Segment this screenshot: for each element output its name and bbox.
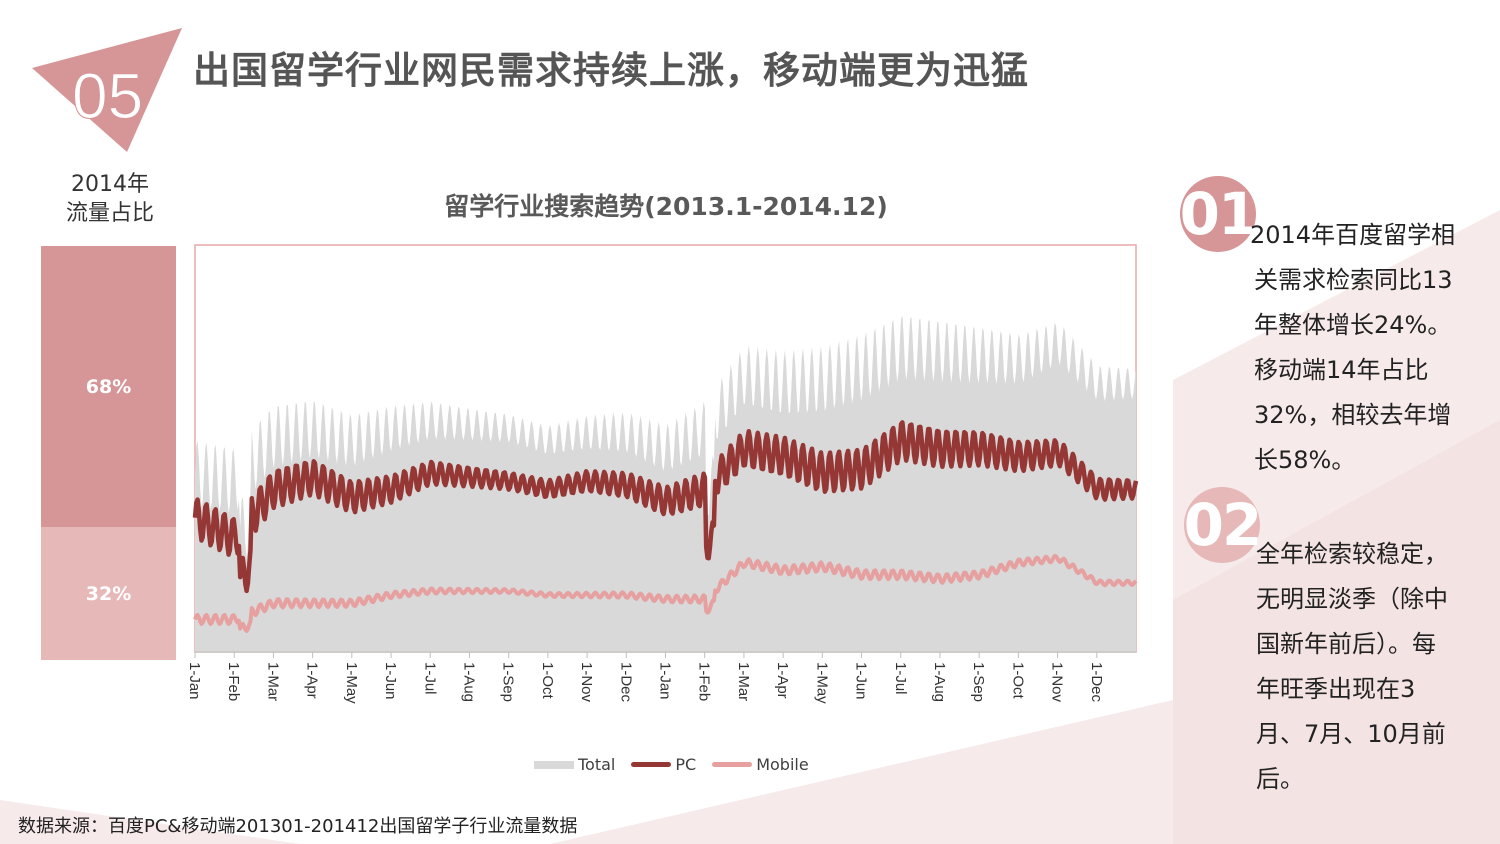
series-line-mobile — [193, 553, 1138, 633]
x-tick-label: 1-Mar — [735, 662, 752, 701]
note-2-number: 02 — [1184, 487, 1262, 563]
note-1-line: 关需求检索同比13 — [1254, 266, 1453, 294]
chart-legend: Total PC Mobile — [534, 755, 825, 774]
legend-swatch-total — [534, 760, 574, 769]
x-tick-label: 1-Apr — [774, 662, 791, 699]
page-title: 出国留学行业网民需求持续上涨，移动端更为迅猛 — [193, 49, 1029, 92]
x-tick-label: 1-Dec — [1088, 662, 1105, 703]
legend-label-total: Total — [578, 755, 616, 774]
share-title-line1: 2014年 — [71, 172, 149, 197]
note-1-line: 长58%。 — [1254, 446, 1356, 474]
pc-share-value: 68% — [85, 375, 132, 398]
x-tick-label: 1-Sep — [970, 662, 987, 702]
note-2-line: 年旺季出现在3 — [1256, 675, 1416, 703]
x-tick-label: 1-Oct — [1009, 662, 1026, 700]
note-1-number: 01 — [1180, 176, 1258, 252]
legend-swatch-mobile — [712, 762, 753, 767]
x-tick-label: 1-Feb — [225, 662, 242, 701]
share-panel-title: 2014年 流量占比 — [40, 170, 180, 228]
note-2-text: 全年检索较稳定， 无明显淡季（除中 国新年前后）。每 年旺季出现在3 月、7月、… — [1256, 532, 1448, 802]
x-tick-label: 1-May — [343, 662, 360, 704]
legend-label-pc: PC — [675, 755, 697, 774]
note-1-line: 32%，相较去年增 — [1254, 401, 1452, 429]
note-2-line: 月、7月、10月前 — [1256, 720, 1446, 748]
trend-chart: 1-Jan 1-Feb 1-Mar 1-Apr 1-May 1-Jun 1-Jul 1-Aug… — [186, 244, 1139, 704]
x-tick-label: 1-Dec — [617, 662, 634, 703]
x-tick-label: 1-Jan — [186, 662, 203, 700]
x-tick-label: 1-Feb — [696, 662, 713, 701]
legend-item-mobile: Mobile — [712, 755, 809, 774]
note-1-line: 年整体增长24%。 — [1254, 311, 1452, 339]
note-2-line: 无明显淡季（除中 — [1256, 585, 1448, 613]
x-tick-label: 1-Apr — [304, 662, 321, 699]
mobile-share-value: 32% — [85, 582, 132, 605]
note-1-line: 移动端14年占比 — [1254, 356, 1429, 384]
legend-label-mobile: Mobile — [756, 755, 809, 774]
x-tick-label: 1-Aug — [460, 662, 477, 702]
note-1-line: 2014年百度留学相 — [1250, 221, 1456, 249]
data-source-note: 数据来源：百度PC&移动端201301-201412出国留学子行业流量数据 — [18, 816, 578, 837]
section-number: 05 — [72, 60, 143, 132]
legend-item-pc: PC — [631, 755, 696, 774]
note-2-line: 后。 — [1256, 765, 1304, 793]
section-badge: 05 — [32, 28, 182, 152]
x-tick-label: 1-Nov — [1049, 662, 1066, 703]
x-tick-label: 1-Jun — [853, 662, 870, 700]
note-2-line: 国新年前后）。每 — [1256, 630, 1436, 658]
x-tick-label: 1-Jul — [421, 662, 438, 695]
x-tick-label: 1-Aug — [931, 662, 948, 702]
chart-title: 留学行业搜索趋势(2013.1-2014.12) — [444, 192, 888, 221]
note-1-text: 2014年百度留学相 关需求检索同比13 年整体增长24%。 移动端14年占比 … — [1250, 213, 1455, 483]
mobile-share-bar: 32% — [41, 527, 176, 660]
note-2-line: 全年检索较稳定， — [1256, 540, 1448, 568]
series-area-total — [195, 315, 1136, 652]
x-tick-label: 1-Oct — [539, 662, 556, 700]
pc-share-bar: 68% — [41, 246, 176, 527]
x-tick-label: 1-Sep — [500, 662, 517, 702]
x-tick-label: 1-Nov — [578, 662, 595, 703]
x-tick-label: 1-Jul — [892, 662, 909, 695]
series-line-pc — [192, 420, 1139, 594]
legend-swatch-pc — [631, 762, 672, 767]
x-tick-label: 1-Jun — [382, 662, 399, 700]
share-title-line2: 流量占比 — [65, 201, 154, 226]
x-tick-label: 1-May — [813, 662, 830, 704]
legend-item-total: Total — [534, 755, 615, 774]
x-tick-label: 1-Jan — [657, 662, 674, 700]
x-tick-label: 1-Mar — [264, 662, 281, 701]
